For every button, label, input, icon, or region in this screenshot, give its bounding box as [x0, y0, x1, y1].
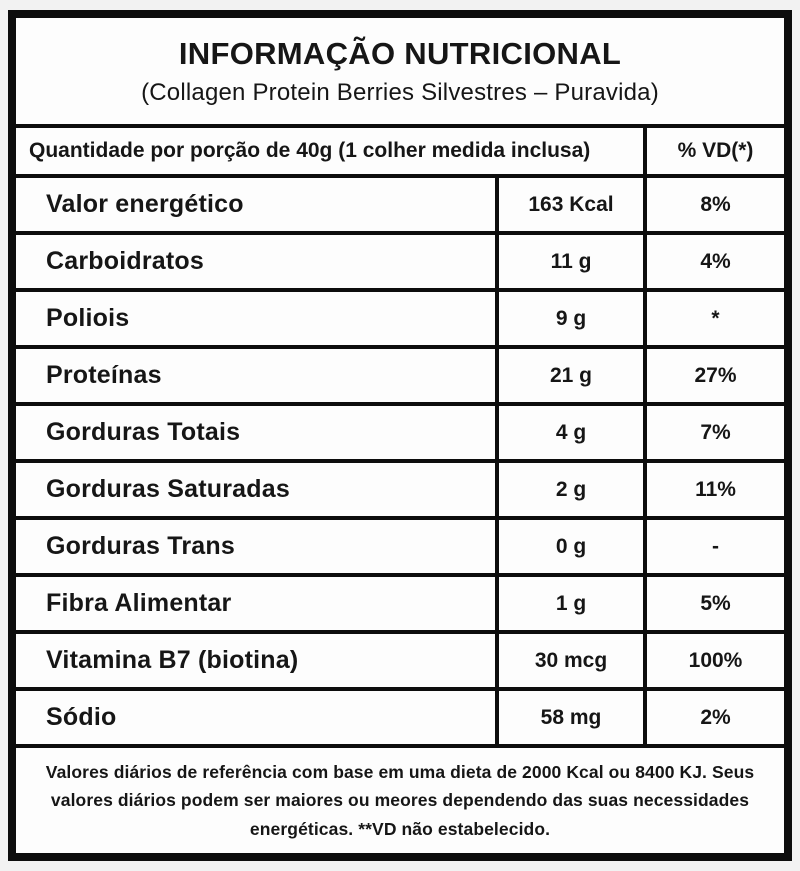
nutrient-vd: 4%: [643, 235, 784, 288]
nutrient-amount: 11 g: [495, 235, 643, 288]
nutrient-name: Gorduras Trans: [46, 532, 235, 560]
nutrient-vd: 7%: [643, 406, 784, 459]
nutrient-vd: 8%: [643, 178, 784, 231]
page-subtitle: (Collagen Protein Berries Silvestres – P…: [141, 78, 659, 106]
nutrient-vd: -: [643, 520, 784, 573]
nutrient-amount: 2 g: [495, 463, 643, 516]
table-row: Fibra Alimentar 1 g 5%: [16, 577, 784, 634]
nutrient-name: Valor energético: [46, 190, 244, 218]
nutrient-amount: 21 g: [495, 349, 643, 402]
nutrient-vd: 100%: [643, 634, 784, 687]
nutrition-label: INFORMAÇÃO NUTRICIONAL (Collagen Protein…: [8, 10, 792, 862]
table-row: Proteínas 21 g 27%: [16, 349, 784, 406]
table-row: Carboidratos 11 g 4%: [16, 235, 784, 292]
nutrient-name: Proteínas: [46, 361, 162, 389]
table-row: Vitamina B7 (biotina) 30 mcg 100%: [16, 634, 784, 691]
table-row: Poliois 9 g *: [16, 292, 784, 349]
nutrient-name: Fibra Alimentar: [46, 589, 232, 617]
table-row: Gorduras Totais 4 g 7%: [16, 406, 784, 463]
label-title-block: INFORMAÇÃO NUTRICIONAL (Collagen Protein…: [16, 18, 784, 128]
nutrient-amount: 58 mg: [495, 691, 643, 744]
nutrient-vd: 11%: [643, 463, 784, 516]
nutrient-name: Sódio: [46, 703, 117, 731]
nutrient-amount: 4 g: [495, 406, 643, 459]
nutrient-amount: 163 Kcal: [495, 178, 643, 231]
nutrient-name: Vitamina B7 (biotina): [46, 646, 299, 674]
nutrient-vd: 2%: [643, 691, 784, 744]
column-header-quantity: Quantidade por porção de 40g (1 colher m…: [29, 139, 591, 162]
nutrient-name: Gorduras Totais: [46, 418, 241, 446]
nutrient-vd: 5%: [643, 577, 784, 630]
nutrient-amount: 30 mcg: [495, 634, 643, 687]
nutrient-name: Poliois: [46, 304, 130, 332]
nutrient-amount: 9 g: [495, 292, 643, 345]
table-row: Gorduras Trans 0 g -: [16, 520, 784, 577]
footnote: Valores diários de referência com base e…: [45, 762, 755, 839]
table-header-row: Quantidade por porção de 40g (1 colher m…: [16, 128, 784, 178]
nutrient-name: Gorduras Saturadas: [46, 475, 290, 503]
page-title: INFORMAÇÃO NUTRICIONAL: [178, 35, 622, 71]
table-row: Valor energético 163 Kcal 8%: [16, 178, 784, 235]
nutrient-amount: 1 g: [495, 577, 643, 630]
table-row: Gorduras Saturadas 2 g 11%: [16, 463, 784, 520]
nutrient-amount: 0 g: [495, 520, 643, 573]
nutrient-vd: 27%: [643, 349, 784, 402]
nutrient-vd: *: [643, 292, 784, 345]
table-row: Sódio 58 mg 2%: [16, 691, 784, 748]
column-header-vd: % VD(*): [643, 128, 784, 174]
nutrient-name: Carboidratos: [46, 247, 204, 275]
